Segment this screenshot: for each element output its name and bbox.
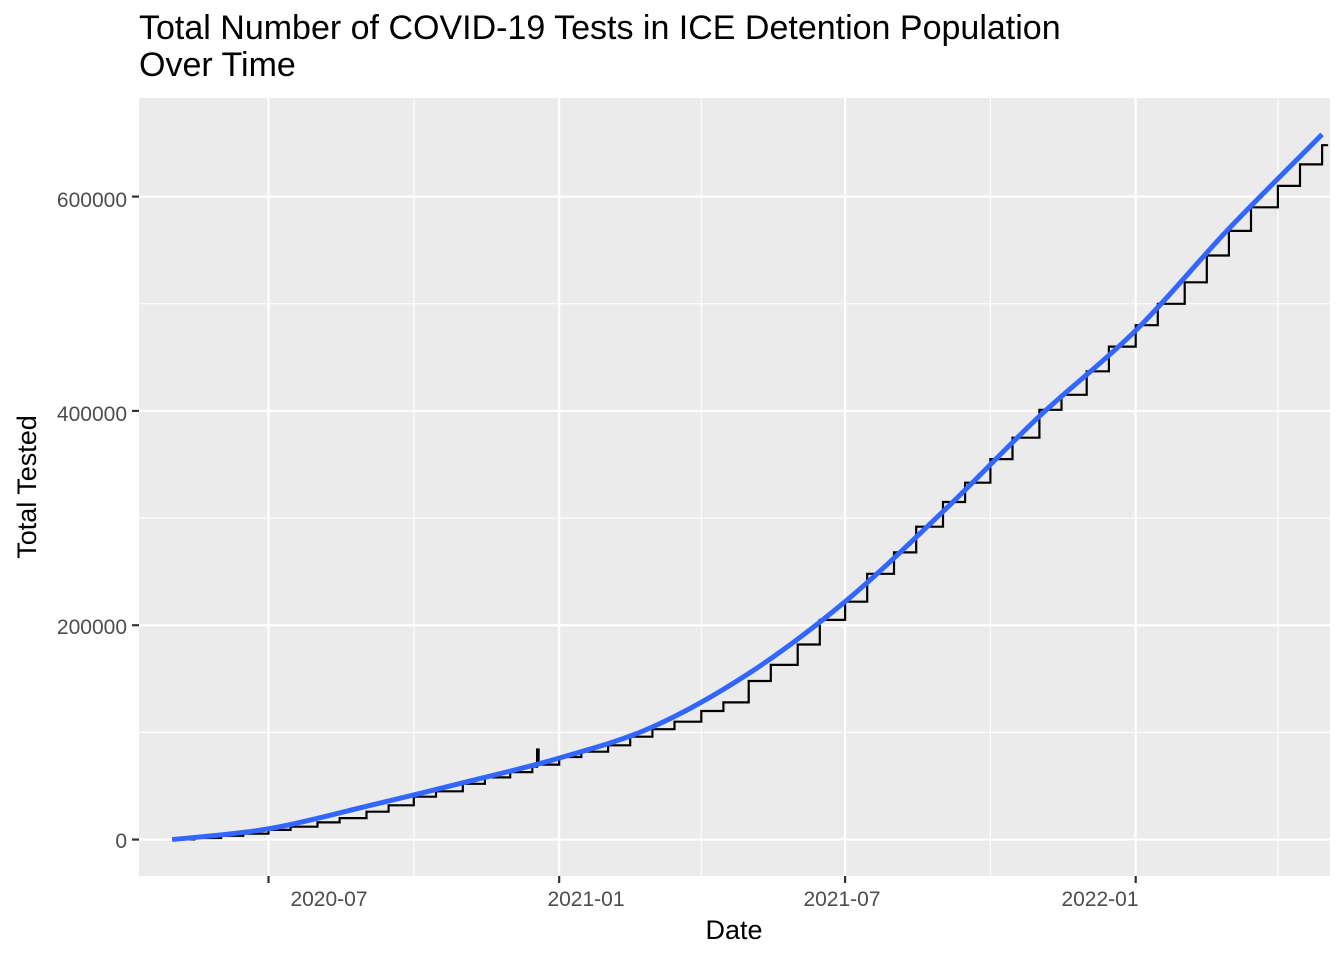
x-tick-label-2021-01: 2021-01: [547, 888, 624, 911]
series-lines: [171, 132, 1329, 843]
gridlines: [124, 98, 1330, 876]
x-tick-label-2022-01: 2022-01: [1061, 888, 1138, 911]
x-tick-label-2021-07: 2021-07: [803, 888, 880, 911]
y-tick-label-200000: 200000: [57, 616, 127, 639]
axis-ticks: [132, 195, 1137, 883]
smoothed-trend-line: [171, 132, 1324, 843]
x-axis-title: Date: [705, 915, 762, 945]
y-tick-label-400000: 400000: [57, 403, 127, 426]
chart-title-line-2: Over Time: [139, 46, 296, 84]
y-axis-title: Total Tested: [12, 415, 42, 559]
y-tick-label-600000: 600000: [57, 189, 127, 212]
chart-title-line-1: Total Number of COVID-19 Tests in ICE De…: [139, 9, 1061, 47]
x-tick-label-2020-07: 2020-07: [290, 888, 367, 911]
plot-panel: [139, 98, 1330, 876]
y-tick-label-0: 0: [115, 830, 127, 853]
